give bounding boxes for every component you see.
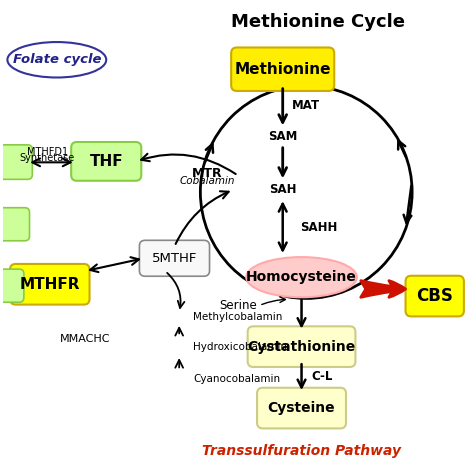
Text: Cobalamin: Cobalamin — [180, 176, 235, 186]
Text: 5MTHF: 5MTHF — [152, 252, 197, 265]
Text: Homocysteine: Homocysteine — [246, 270, 357, 284]
Text: SAHH: SAHH — [300, 221, 337, 234]
Text: Transsulfuration Pathway: Transsulfuration Pathway — [202, 444, 401, 457]
FancyBboxPatch shape — [71, 142, 141, 181]
Ellipse shape — [8, 42, 106, 77]
Text: MAT: MAT — [292, 99, 320, 112]
Text: Synthetase: Synthetase — [20, 153, 75, 163]
FancyBboxPatch shape — [231, 47, 334, 91]
Text: Methylcobalamin: Methylcobalamin — [193, 312, 283, 322]
FancyBboxPatch shape — [406, 276, 464, 317]
FancyBboxPatch shape — [247, 326, 356, 367]
Text: MTHFR: MTHFR — [19, 277, 80, 292]
Text: Folate cycle: Folate cycle — [13, 53, 101, 66]
FancyBboxPatch shape — [139, 240, 210, 276]
Ellipse shape — [246, 257, 357, 297]
Text: Methionine Cycle: Methionine Cycle — [231, 13, 405, 31]
Text: Hydroxicobalamin: Hydroxicobalamin — [193, 342, 287, 352]
Text: C-L: C-L — [311, 370, 332, 383]
Text: MMACHC: MMACHC — [60, 334, 110, 344]
Text: Serine: Serine — [219, 299, 257, 312]
Text: Cyanocobalamin: Cyanocobalamin — [193, 374, 281, 384]
FancyBboxPatch shape — [10, 264, 90, 305]
Text: SAH: SAH — [269, 183, 296, 196]
Text: MTR: MTR — [192, 167, 223, 180]
FancyBboxPatch shape — [0, 269, 24, 302]
Text: SAM: SAM — [268, 130, 297, 143]
Text: THF: THF — [90, 154, 123, 169]
Text: MTHFD1: MTHFD1 — [27, 147, 68, 157]
FancyBboxPatch shape — [257, 388, 346, 428]
Text: Methionine: Methionine — [235, 62, 331, 77]
Text: Cystathionine: Cystathionine — [247, 340, 356, 354]
Text: Cysteine: Cysteine — [268, 401, 335, 415]
FancyBboxPatch shape — [0, 208, 29, 241]
FancyBboxPatch shape — [0, 145, 32, 179]
Text: CBS: CBS — [416, 287, 453, 305]
